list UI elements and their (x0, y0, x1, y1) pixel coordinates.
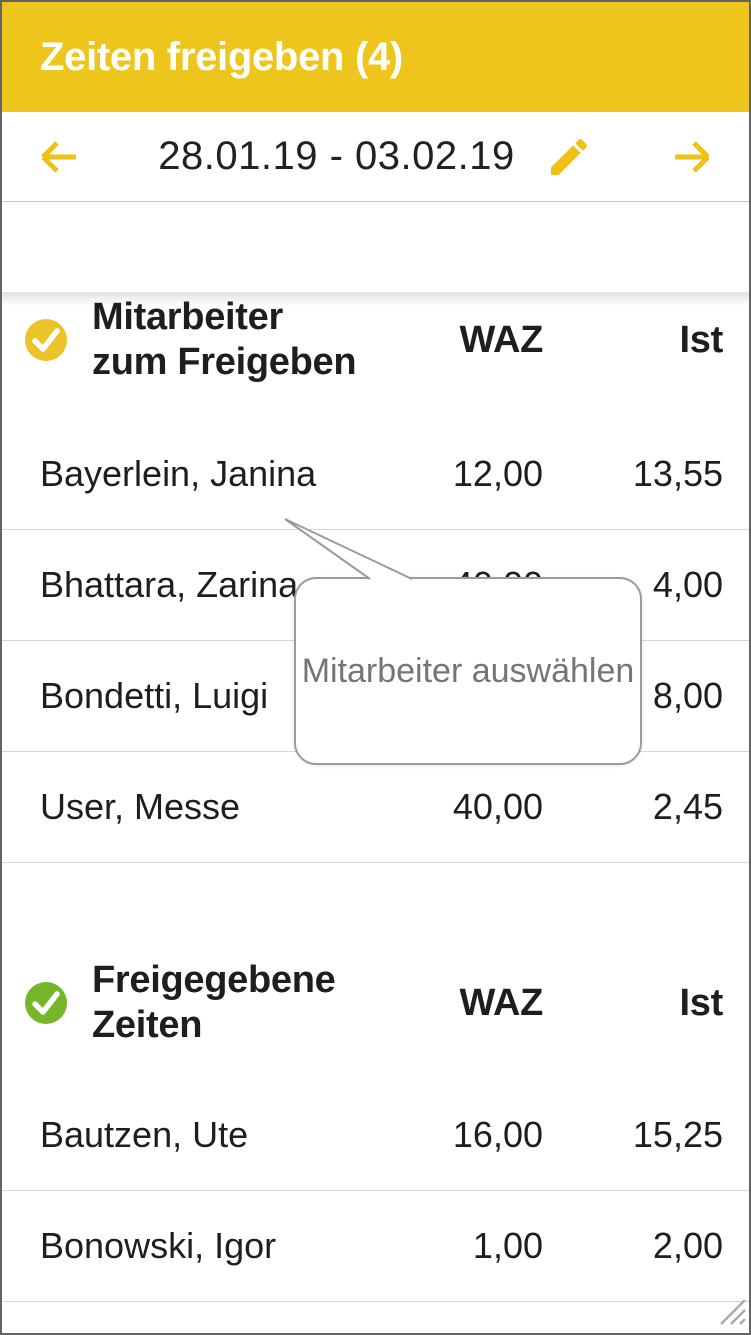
ist-value: 15,25 (632, 1114, 723, 1155)
employee-name: Bonowski, Igor (40, 1225, 277, 1266)
tooltip-bubble: Mitarbeiter auswählen (294, 577, 642, 765)
previous-week-button[interactable] (36, 135, 80, 179)
table-row[interactable]: Bayerlein, Janina 12,00 13,55 (2, 419, 749, 530)
employee-name: Bautzen, Ute (40, 1114, 249, 1155)
app-header: Zeiten freigeben (4) (2, 2, 749, 112)
employee-name: Bayerlein, Janina (40, 453, 317, 494)
resize-handle[interactable] (711, 1290, 747, 1331)
yellow-check-circle-icon (24, 318, 68, 362)
waz-value: 16,00 (452, 1114, 543, 1155)
section-title: Mitarbeiter zum Freigeben (25, 295, 375, 385)
ist-value: 8,00 (652, 675, 723, 716)
section-title-line1: Freigegebene (92, 959, 336, 1001)
employee-name: Bondetti, Luigi (40, 675, 269, 716)
waz-value: 40,00 (452, 786, 543, 827)
date-navigation-bar: 28.01.19 - 03.02.19 (2, 112, 749, 202)
section-title: Freigegebene Zeiten (25, 958, 375, 1048)
table-row[interactable]: User, Messe 40,00 2,45 (2, 752, 749, 863)
employee-list-approved: Bautzen, Ute 16,00 15,25 Bonowski, Igor … (2, 1080, 749, 1302)
section-title-line2: Zeiten (92, 1004, 203, 1046)
waz-value: 12,00 (452, 453, 543, 494)
column-header-ist: Ist (679, 981, 724, 1024)
waz-value: 1,00 (472, 1225, 543, 1266)
section-header-to-approve: Mitarbeiter zum Freigeben WAZ Ist (2, 292, 749, 388)
section-title-line2: zum Freigeben (92, 341, 357, 383)
table-row[interactable]: Bautzen, Ute 16,00 15,25 (2, 1080, 749, 1191)
column-header-ist: Ist (679, 318, 724, 361)
edit-date-button[interactable] (545, 133, 593, 181)
arrow-right-icon (671, 140, 715, 182)
green-check-circle-icon (24, 981, 68, 1025)
page-title: Zeiten freigeben (4) (40, 34, 403, 79)
column-header-waz: WAZ (459, 981, 543, 1024)
section-title-line1: Mitarbeiter (92, 296, 283, 338)
table-row[interactable]: Bonowski, Igor 1,00 2,00 (2, 1191, 749, 1302)
content-area: Mitarbeiter zum Freigeben WAZ Ist Bayerl… (2, 292, 749, 1302)
next-week-button[interactable] (671, 135, 715, 179)
employee-name: Bhattara, Zarina (40, 564, 299, 605)
tooltip-text: Mitarbeiter auswählen (301, 651, 635, 690)
section-header-approved: Freigegebene Zeiten WAZ Ist (2, 955, 749, 1051)
ist-value: 2,00 (652, 1225, 723, 1266)
column-header-waz: WAZ (459, 318, 543, 361)
ist-value: 13,55 (632, 453, 723, 494)
pencil-icon (545, 138, 593, 184)
ist-value: 2,45 (652, 786, 723, 827)
ist-value: 4,00 (652, 564, 723, 605)
date-range-label: 28.01.19 - 03.02.19 (158, 134, 515, 178)
employee-name: User, Messe (40, 786, 241, 827)
arrow-left-icon (36, 140, 80, 182)
